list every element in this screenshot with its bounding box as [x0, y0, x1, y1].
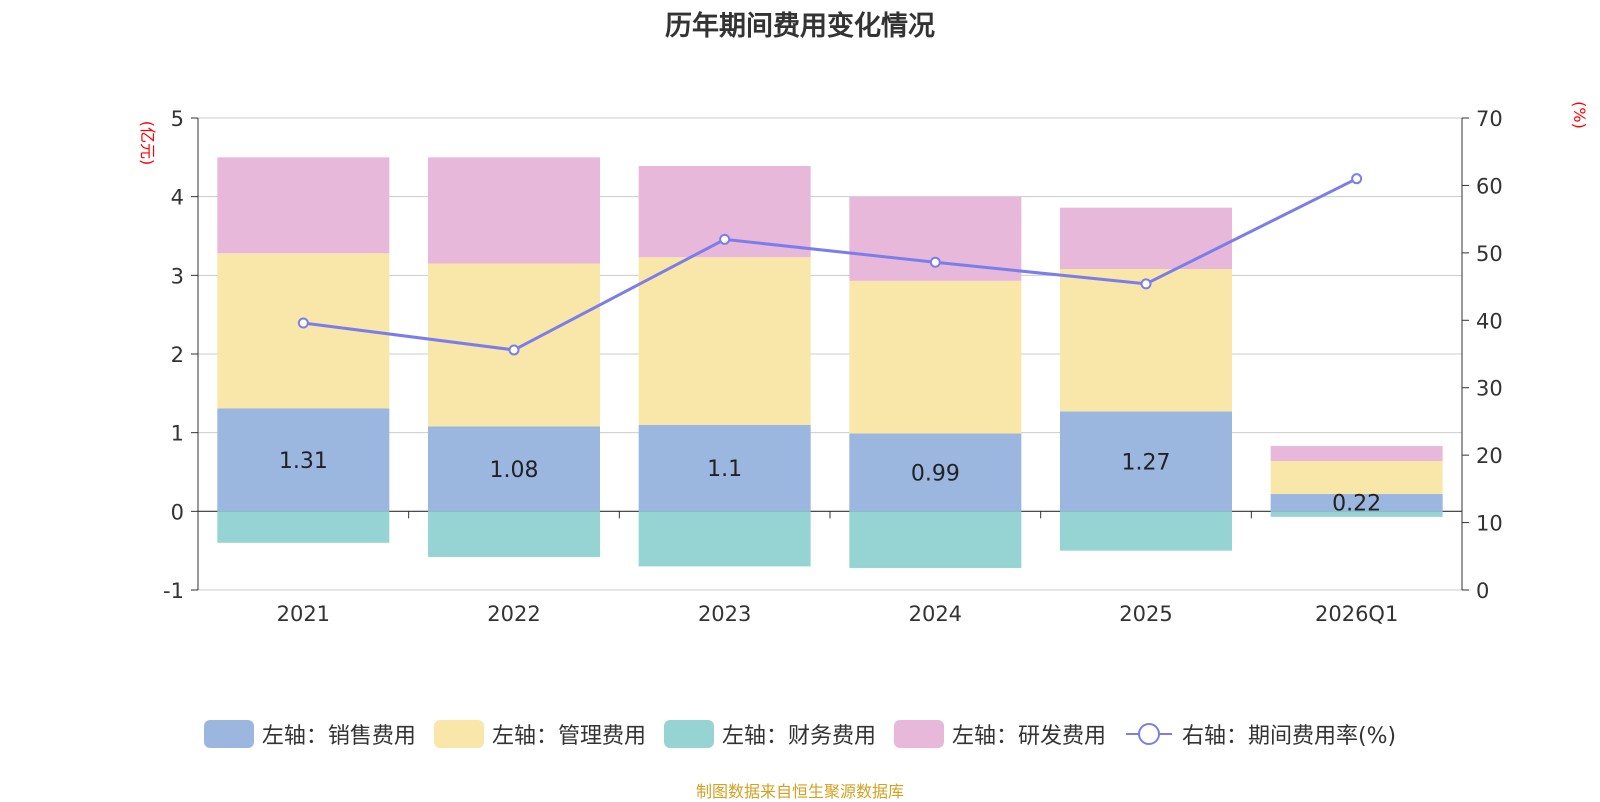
bar-segment: [638, 257, 811, 425]
data-labels: 1.31 1.08 1.1 0.99 1.27 0.22: [279, 449, 1381, 517]
bar-segment: [217, 157, 390, 254]
bar-segment: [428, 511, 600, 557]
rate-point: [508, 344, 520, 356]
bar-segment: [849, 280, 1022, 434]
legend-swatch: [893, 720, 944, 748]
left-tick-label: 0: [171, 500, 184, 524]
left-tick-label: 2: [171, 343, 184, 367]
rate-point: [929, 256, 941, 268]
legend-item[interactable]: 左轴：财务费用: [663, 718, 876, 750]
bar-segment: [638, 424, 811, 512]
legend-swatch: [203, 720, 254, 748]
legend-item[interactable]: 右轴：期间费用率(%): [1124, 718, 1396, 750]
legend-swatch: [433, 720, 484, 748]
legend-label: 左轴：销售费用: [261, 724, 416, 749]
data-label: 1.08: [490, 458, 539, 483]
category-label: 2026Q1: [1315, 602, 1398, 626]
legend-label: 右轴：期间费用率(%): [1181, 724, 1397, 749]
right-axis-unit: (%): [1570, 101, 1589, 129]
right-tick-label: 20: [1476, 444, 1503, 468]
right-tick-label: 0: [1476, 579, 1489, 603]
category-label: 2024: [909, 602, 962, 626]
left-tick-label: 3: [171, 264, 184, 288]
bar-segment: [849, 511, 1022, 568]
bar-segment: [1270, 494, 1443, 512]
rate-point: [1351, 173, 1363, 185]
bar-segment: [217, 408, 390, 512]
left-tick-label: -1: [163, 579, 184, 603]
legend-swatch: [663, 720, 714, 748]
rate-point: [297, 317, 309, 329]
data-label: 0.22: [1332, 492, 1381, 517]
category-label: 2023: [698, 602, 751, 626]
left-tick-label: 5: [171, 107, 184, 131]
bar-segment: [638, 511, 811, 567]
bar-segment: [1060, 207, 1232, 270]
right-tick-label: 50: [1476, 242, 1503, 266]
data-label: 0.99: [911, 461, 960, 486]
bar-segment: [849, 433, 1022, 512]
left-axis-unit: (亿元): [138, 121, 157, 166]
legend-label: 左轴：研发费用: [951, 724, 1106, 749]
legend-item[interactable]: 左轴：管理费用: [433, 718, 646, 750]
rate-point: [719, 233, 731, 245]
right-tick-label: 40: [1476, 309, 1503, 333]
legend-item[interactable]: 左轴：销售费用: [203, 718, 416, 750]
data-label: 1.27: [1122, 450, 1171, 475]
left-tick-label: 1: [171, 422, 184, 446]
bars: [217, 157, 1443, 568]
rate-point: [1140, 278, 1152, 290]
rate-line: [297, 173, 1363, 356]
source-note: 制图数据来自恒生聚源数据库: [695, 782, 904, 801]
bar-segment: [1060, 269, 1232, 412]
right-tick-label: 60: [1476, 174, 1503, 198]
data-label: 1.31: [279, 449, 328, 474]
legend-label: 左轴：管理费用: [491, 724, 646, 749]
chart-title: 历年期间费用变化情况: [665, 11, 935, 42]
bar-segment: [1270, 460, 1443, 495]
right-tick-label: 30: [1476, 377, 1503, 401]
data-label: 1.1: [707, 457, 742, 482]
bar-segment: [1060, 411, 1232, 512]
rate-line-path: [303, 177, 1358, 352]
category-label: 2022: [487, 602, 540, 626]
bar-segment: [1270, 511, 1443, 517]
category-label: 2025: [1119, 602, 1172, 626]
right-tick-label: 70: [1476, 107, 1503, 131]
legend-item[interactable]: 左轴：研发费用: [893, 718, 1106, 750]
bar-segment: [428, 426, 600, 512]
legend: 左轴：销售费用 左轴：管理费用 左轴：财务费用 左轴：研发费用 右轴：期间费用率(%): [0, 718, 1600, 750]
bar-segment: [1060, 511, 1232, 551]
category-label: 2021: [277, 602, 330, 626]
legend-line-marker: [1125, 723, 1172, 745]
bar-segment: [1270, 446, 1443, 461]
left-tick-label: 4: [171, 186, 184, 210]
legend-line-circle: [1137, 723, 1160, 745]
bar-segment: [217, 511, 390, 543]
right-tick-label: 10: [1476, 512, 1503, 536]
bar-segment: [428, 157, 600, 264]
legend-label: 左轴：财务费用: [721, 724, 876, 749]
